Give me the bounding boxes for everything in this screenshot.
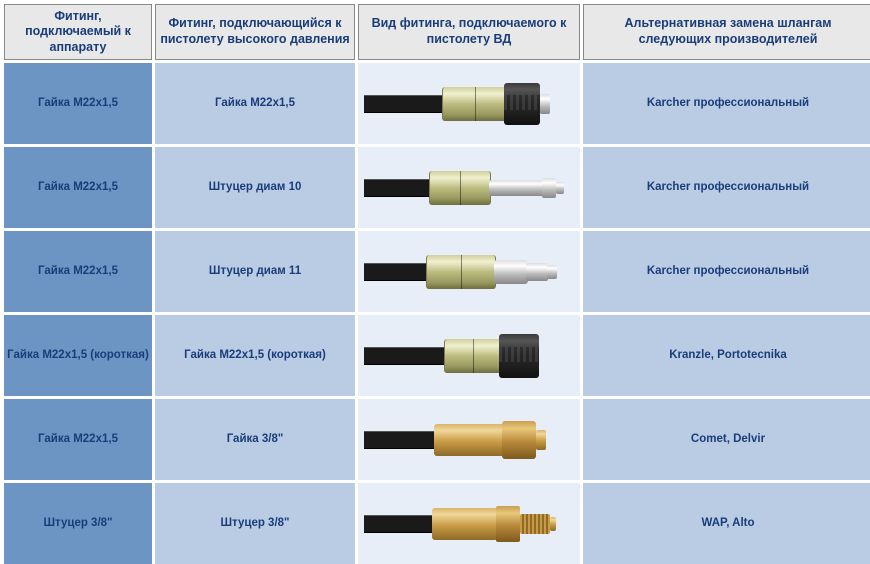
fitting-nut-m22 (364, 74, 574, 134)
table-row-2-col-4: Karcher профессиональный (583, 147, 870, 228)
fitting-brass-nipple-38 (364, 494, 574, 554)
table-row-6-col-4: WAP, Alto (583, 483, 870, 564)
table-row-3-col-1: Гайка M22x1,5 (4, 231, 152, 312)
table-row-6-col-2: Штуцер 3/8" (155, 483, 355, 564)
table-row-1-col-2: Гайка M22x1,5 (155, 63, 355, 144)
fitting-nipple-10 (364, 158, 574, 218)
table-row-1-image (358, 63, 580, 144)
table-row-2-col-1: Гайка M22x1,5 (4, 147, 152, 228)
fitting-nipple-11 (364, 242, 574, 302)
header-col-4: Альтернативная замена шлангам следующих … (583, 4, 870, 60)
fitting-brass-nut-38 (364, 410, 574, 470)
table-row-3-col-4: Karcher профессиональный (583, 231, 870, 312)
fitting-nut-short (364, 326, 574, 386)
table-row-6-col-1: Штуцер 3/8" (4, 483, 152, 564)
fittings-table: Фитинг, подключаемый к аппарату Фитинг, … (4, 4, 866, 564)
table-row-1-col-1: Гайка M22x1,5 (4, 63, 152, 144)
table-row-4-col-1: Гайка M22x1,5 (короткая) (4, 315, 152, 396)
table-row-6-image (358, 483, 580, 564)
header-col-2: Фитинг, подключающийся к пистолету высок… (155, 4, 355, 60)
table-row-4-col-4: Kranzle, Portotecnika (583, 315, 870, 396)
table-row-4-col-2: Гайка M22x1,5 (короткая) (155, 315, 355, 396)
header-col-1: Фитинг, подключаемый к аппарату (4, 4, 152, 60)
table-row-3-image (358, 231, 580, 312)
table-row-5-col-1: Гайка M22x1,5 (4, 399, 152, 480)
table-row-2-image (358, 147, 580, 228)
header-col-3: Вид фитинга, подключаемого к пистолету В… (358, 4, 580, 60)
table-row-4-image (358, 315, 580, 396)
table-row-5-col-2: Гайка 3/8" (155, 399, 355, 480)
table-row-1-col-4: Karcher профессиональный (583, 63, 870, 144)
table-row-5-image (358, 399, 580, 480)
table-row-2-col-2: Штуцер диам 10 (155, 147, 355, 228)
table-row-3-col-2: Штуцер диам 11 (155, 231, 355, 312)
table-row-5-col-4: Comet, Delvir (583, 399, 870, 480)
